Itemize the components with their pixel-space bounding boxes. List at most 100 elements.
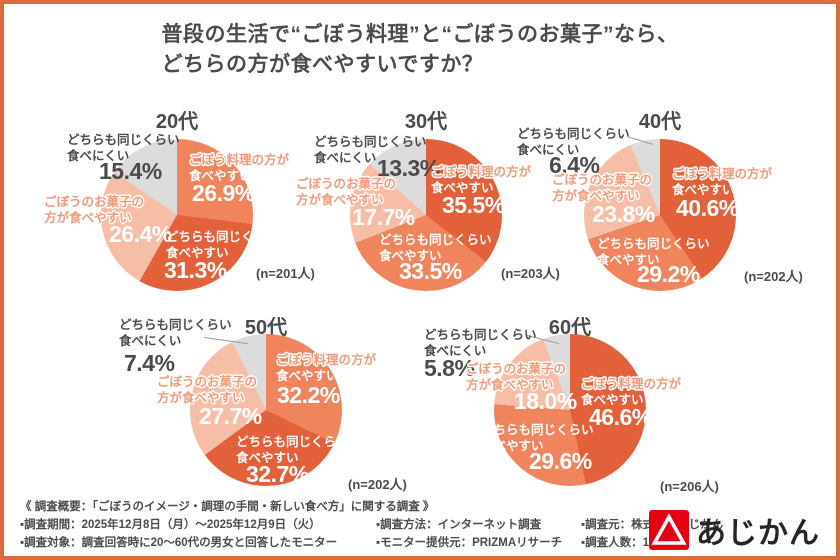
value-snack: 27.7% xyxy=(199,403,262,429)
label-snack-line2: 方が食べやすい xyxy=(552,189,640,204)
label-cook-line1: ごぼう料理の方が xyxy=(276,353,377,367)
label-cook: ごぼう料理の方が 食べやすい xyxy=(672,166,772,199)
label-cook-line1: ごぼう料理の方が xyxy=(672,167,773,181)
sample-size-label: (n=206人) xyxy=(660,479,719,494)
survey-period: ▪調査期間：2025年12月8日（月）〜2025年12月9日（火） xyxy=(20,518,321,531)
value-cook: 40.6% xyxy=(676,195,739,221)
chart-20s: 20代 どちらも同じくらい 食べにくい 15.4% ごぼう料理の方が 食べやすい… xyxy=(34,102,315,307)
label-snack-line1: ごぼうのお菓子の xyxy=(44,195,145,209)
label-cook: ごぼう料理の方が 食べやすい xyxy=(581,376,681,409)
pie-chart-60s xyxy=(494,334,646,486)
value-both-hard: 15.4% xyxy=(99,158,162,184)
label-both-hard: どちらも同じくらい 食べにくい xyxy=(67,132,180,165)
label-both-hard-line1: どちらも同じくらい xyxy=(314,135,427,149)
label-both-hard: どちらも同じくらい 食べにくい xyxy=(424,327,537,360)
pie-chart-20s xyxy=(101,139,253,291)
pie-chart-50s xyxy=(190,334,342,486)
value-both-easy: 31.3% xyxy=(164,257,227,283)
chart-age-title: 20代 xyxy=(155,111,199,133)
label-snack: ごぼうのお菓子の 方が食べやすい xyxy=(296,176,396,209)
pie-chart-40s xyxy=(584,139,736,291)
label-cook: ごぼう料理の方が 食べやすい xyxy=(431,164,531,197)
label-both-hard-line1: どちらも同じくらい xyxy=(119,318,232,332)
chart-age-title: 50代 xyxy=(244,317,288,339)
chart-age-title: 60代 xyxy=(548,317,592,339)
survey-monitor-provider: ▪モニター提供元：PRIZMAリサーチ xyxy=(376,536,563,549)
sample-size-label: (n=201人) xyxy=(256,266,315,281)
value-both-easy: 29.6% xyxy=(529,448,592,474)
label-both-easy-line2: 食べやすい xyxy=(379,249,442,264)
value-both-hard: 6.4% xyxy=(549,152,600,178)
value-snack: 17.7% xyxy=(352,204,415,230)
label-cook-line2: 食べやすい xyxy=(672,183,735,198)
sample-size-label: (n=202人) xyxy=(348,477,407,492)
value-both-easy: 32.7% xyxy=(246,461,309,487)
label-snack-line1: ごぼうのお菓子の xyxy=(552,173,653,187)
value-snack: 26.4% xyxy=(109,221,172,247)
label-both-hard: どちらも同じくらい 食べにくい xyxy=(119,317,232,350)
survey-overview-heading: 《 調査概要：「ごぼうのイメージ・調理の手間・新しい食べ方」に関する調査 》 xyxy=(20,501,435,513)
label-cook-line1: ごぼう料理の方が xyxy=(189,153,290,167)
label-both-easy-line1: どちらも同じくらい xyxy=(166,230,279,244)
value-both-hard: 5.8% xyxy=(424,355,475,381)
ajikan-logo-text: あじかん xyxy=(696,517,820,550)
label-cook-line2: 食べやすい xyxy=(581,393,644,408)
value-snack: 18.0% xyxy=(514,388,577,414)
value-cook: 32.2% xyxy=(277,382,340,408)
label-both-easy: どちらも同じくらい 食べやすい xyxy=(597,236,710,269)
chart-age-title: 40代 xyxy=(638,111,682,133)
label-both-hard-line2: 食べにくい xyxy=(517,143,580,158)
label-cook-line2: 食べやすい xyxy=(189,169,252,184)
label-snack-line2: 方が食べやすい xyxy=(466,378,554,393)
survey-overview-row2: ▪調査対象：調査回答時に20〜60代の男女と回答したモニター ▪モニター提供元：… xyxy=(20,535,723,553)
label-cook-line2: 食べやすい xyxy=(431,181,494,196)
label-snack-line2: 方が食べやすい xyxy=(157,391,245,406)
label-both-easy-line2: 食べやすい xyxy=(481,439,544,454)
page-title: 普段の生活で“ごぼう料理”と“ごぼうのお菓子”なら、 どちらの方が食べやすいです… xyxy=(4,20,836,81)
label-snack: ごぼうのお菓子の 方が食べやすい xyxy=(157,374,257,407)
pie-chart-30s xyxy=(350,139,502,291)
value-both-easy: 33.5% xyxy=(399,258,462,284)
label-snack: ごぼうのお菓子の 方が食べやすい xyxy=(552,172,652,205)
value-both-hard: 13.3% xyxy=(377,155,440,181)
chart-30s: 30代 どちらも同じくらい 食べにくい 13.3% ごぼう料理の方が 食べやすい… xyxy=(289,102,569,307)
chart-age-title: 30代 xyxy=(404,111,448,133)
label-both-easy: どちらも同じくらい 食べやすい xyxy=(236,434,349,467)
value-cook: 26.9% xyxy=(192,180,255,206)
label-snack-line2: 方が食べやすい xyxy=(296,193,384,208)
label-both-easy-line1: どちらも同じくらい xyxy=(597,237,710,251)
chart-60s: 60代 どちらも同じくらい 食べにくい 5.8% ごぼう料理の方が 食べやすい … xyxy=(424,297,719,502)
label-snack-line1: ごぼうのお菓子の xyxy=(466,362,567,376)
label-snack-line1: ごぼうのお菓子の xyxy=(157,375,258,389)
value-cook: 35.5% xyxy=(442,192,505,218)
label-both-easy: どちらも同じくらい 食べやすい xyxy=(481,422,594,455)
label-snack-line1: ごぼうのお菓子の xyxy=(296,177,397,191)
chart-50s: 50代 どちらも同じくらい 食べにくい 7.4% ごぼう料理の方が 食べやすい … xyxy=(119,297,407,502)
label-cook-line2: 食べやすい xyxy=(276,369,339,384)
label-both-hard-line2: 食べにくい xyxy=(119,334,182,349)
page-title-line1: 普段の生活で“ごぼう料理”と“ごぼうのお菓子”なら、 xyxy=(161,23,679,46)
label-snack-line2: 方が食べやすい xyxy=(44,211,132,226)
label-both-easy-line2: 食べやすい xyxy=(236,451,299,466)
sample-size-label: (n=203人) xyxy=(501,266,560,281)
survey-overview: 《 調査概要：「ごぼうのイメージ・調理の手間・新しい食べ方」に関する調査 》 ▪… xyxy=(20,499,723,552)
label-cook-line1: ごぼう料理の方が xyxy=(431,165,532,179)
label-both-easy-line2: 食べやすい xyxy=(166,246,229,261)
ajikan-logo: あじかん xyxy=(649,508,820,552)
chart-40s: 40代 どちらも同じくらい 食べにくい 6.4% ごぼう料理の方が 食べやすい … xyxy=(517,102,804,307)
label-cook-line1: ごぼう料理の方が xyxy=(581,377,682,391)
label-both-easy: どちらも同じくらい 食べやすい xyxy=(166,229,279,262)
label-snack: ごぼうのお菓子の 方が食べやすい xyxy=(466,361,566,394)
value-both-easy: 29.2% xyxy=(637,261,700,287)
label-both-hard-line1: どちらも同じくらい xyxy=(67,133,180,147)
label-cook: ごぼう料理の方が 食べやすい xyxy=(189,152,289,185)
value-snack: 23.8% xyxy=(592,201,655,227)
label-snack: ごぼうのお菓子の 方が食べやすい xyxy=(44,194,144,227)
label-both-hard-line2: 食べにくい xyxy=(67,149,130,164)
ajikan-logo-icon xyxy=(649,510,689,550)
label-both-hard: どちらも同じくらい 食べにくい xyxy=(314,134,427,167)
label-both-hard-line1: どちらも同じくらい xyxy=(517,127,630,141)
label-cook: ごぼう料理の方が 食べやすい xyxy=(276,352,376,385)
label-both-hard-line2: 食べにくい xyxy=(424,344,487,359)
